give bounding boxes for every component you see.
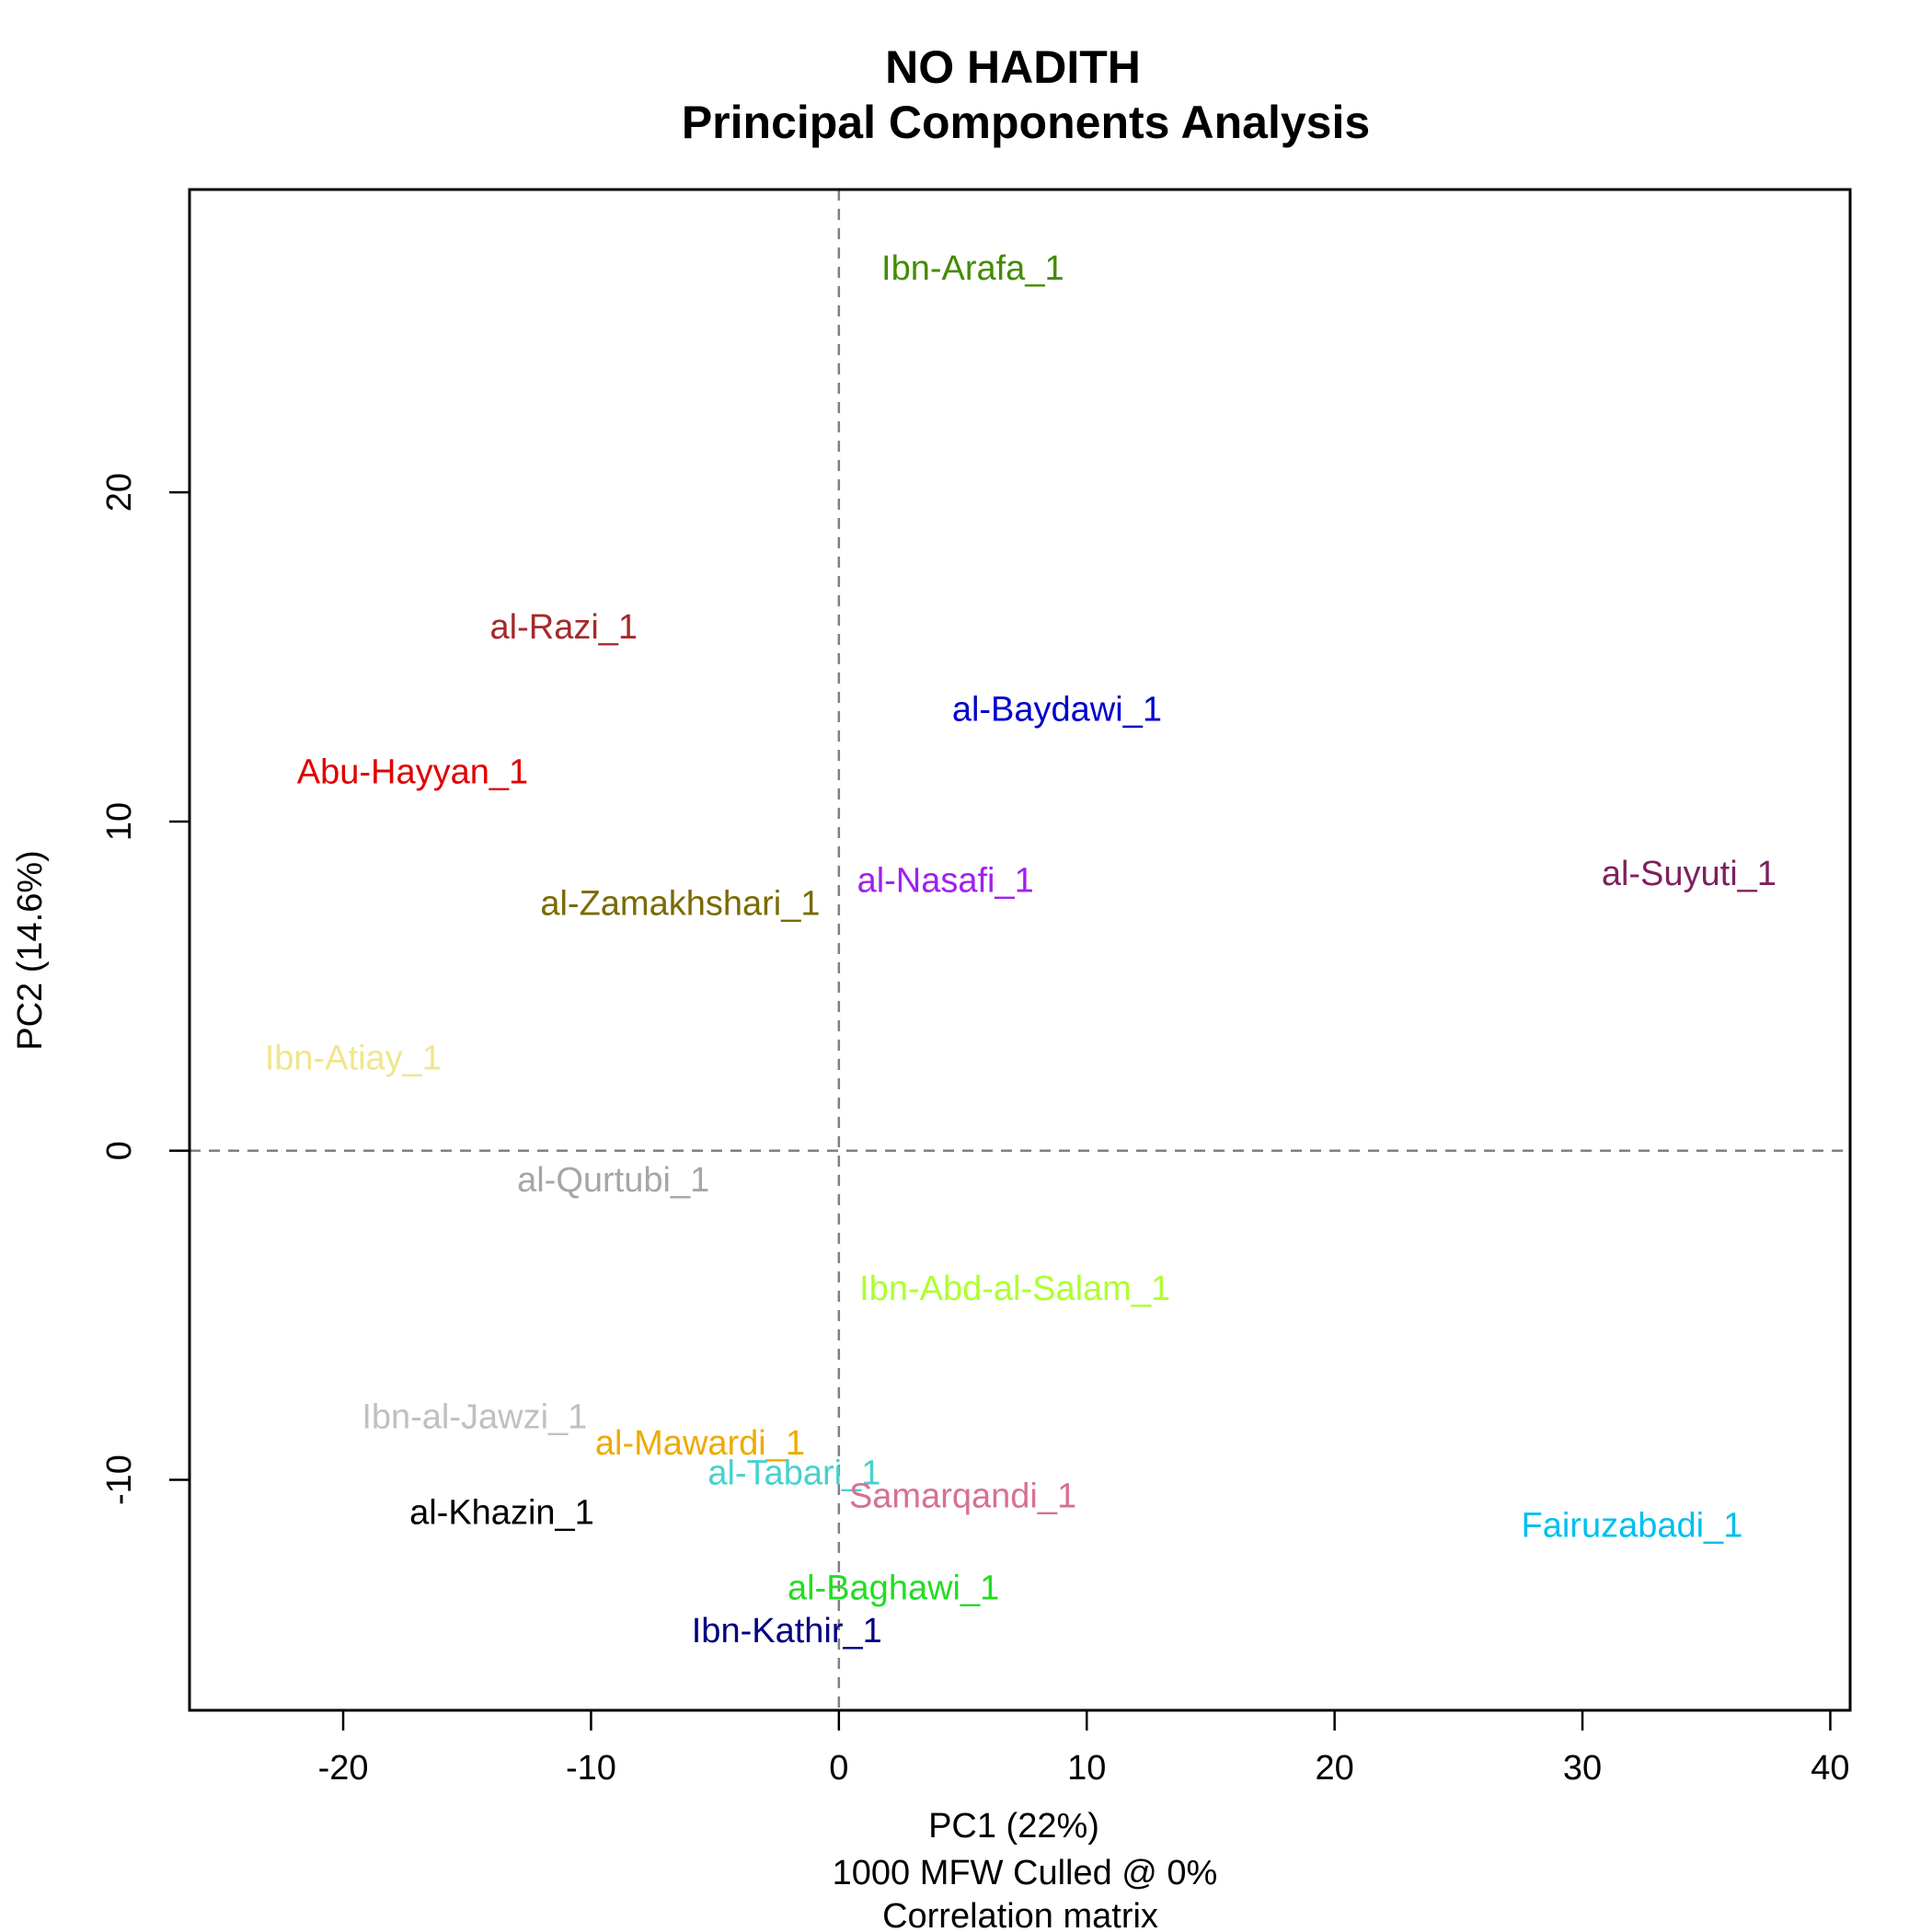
point-label: Ibn-Atiay_1: [265, 1040, 442, 1078]
points-layer: Ibn-Arafa_1 al-Razi_1 al-Baydawi_1 Abu-Hayy…: [265, 249, 1777, 1650]
point-label: Fairuzabadi_1: [1522, 1507, 1743, 1546]
point-label: Ibn-al-Jawzi_1: [362, 1398, 587, 1437]
point-label: al-Tabari_1: [707, 1454, 880, 1492]
x-axis: -20 -10 0 10 20 30 40: [318, 1708, 1850, 1788]
x-axis-label-line3: Correlation matrix: [882, 1897, 1158, 1932]
point-label: al-Baghawi_1: [788, 1570, 999, 1608]
y-tick-label: -10: [100, 1455, 139, 1505]
point-label: Ibn-Abd-al-Salam_1: [859, 1270, 1170, 1308]
y-tick-label: 20: [100, 473, 139, 512]
point-label: Abu-Hayyan_1: [297, 753, 528, 791]
x-axis-label: PC1 (22%): [928, 1807, 1099, 1846]
point-label: al-Baydawi_1: [952, 690, 1162, 729]
point-label: al-Suyuti_1: [1602, 855, 1777, 893]
point-label: al-Khazin_1: [409, 1493, 594, 1532]
x-tick-label: 20: [1316, 1749, 1354, 1788]
x-tick-label: -20: [318, 1749, 369, 1788]
point-label: al-Qurtubi_1: [517, 1161, 709, 1200]
y-axis: -10 0 10 20: [100, 473, 191, 1505]
x-tick-label: 40: [1811, 1749, 1849, 1788]
chart-subtitle: Principal Components Analysis: [682, 97, 1370, 148]
x-tick-label: 0: [829, 1749, 848, 1788]
point-label: al-Mawardi_1: [595, 1424, 805, 1463]
y-tick-label: 10: [100, 802, 139, 841]
reference-lines: [190, 190, 1850, 1710]
y-axis-label: PC2 (14.6%): [11, 850, 50, 1051]
point-label: al-Nasafi_1: [857, 861, 1034, 900]
x-axis-label-line2: 1000 MFW Culled @ 0%: [833, 1854, 1218, 1892]
point-label: Ibn-Kathir_1: [692, 1612, 882, 1650]
point-label: Ibn-Arafa_1: [881, 249, 1064, 288]
point-label: Samarqandi_1: [849, 1477, 1076, 1515]
chart-title: NO HADITH: [885, 41, 1141, 93]
point-label: al-Razi_1: [490, 608, 638, 647]
y-tick-label: 0: [100, 1141, 139, 1160]
x-tick-label: 10: [1067, 1749, 1106, 1788]
point-label: al-Zamakhshari_1: [540, 884, 820, 923]
x-tick-label: 30: [1563, 1749, 1602, 1788]
x-tick-label: -10: [566, 1749, 616, 1788]
